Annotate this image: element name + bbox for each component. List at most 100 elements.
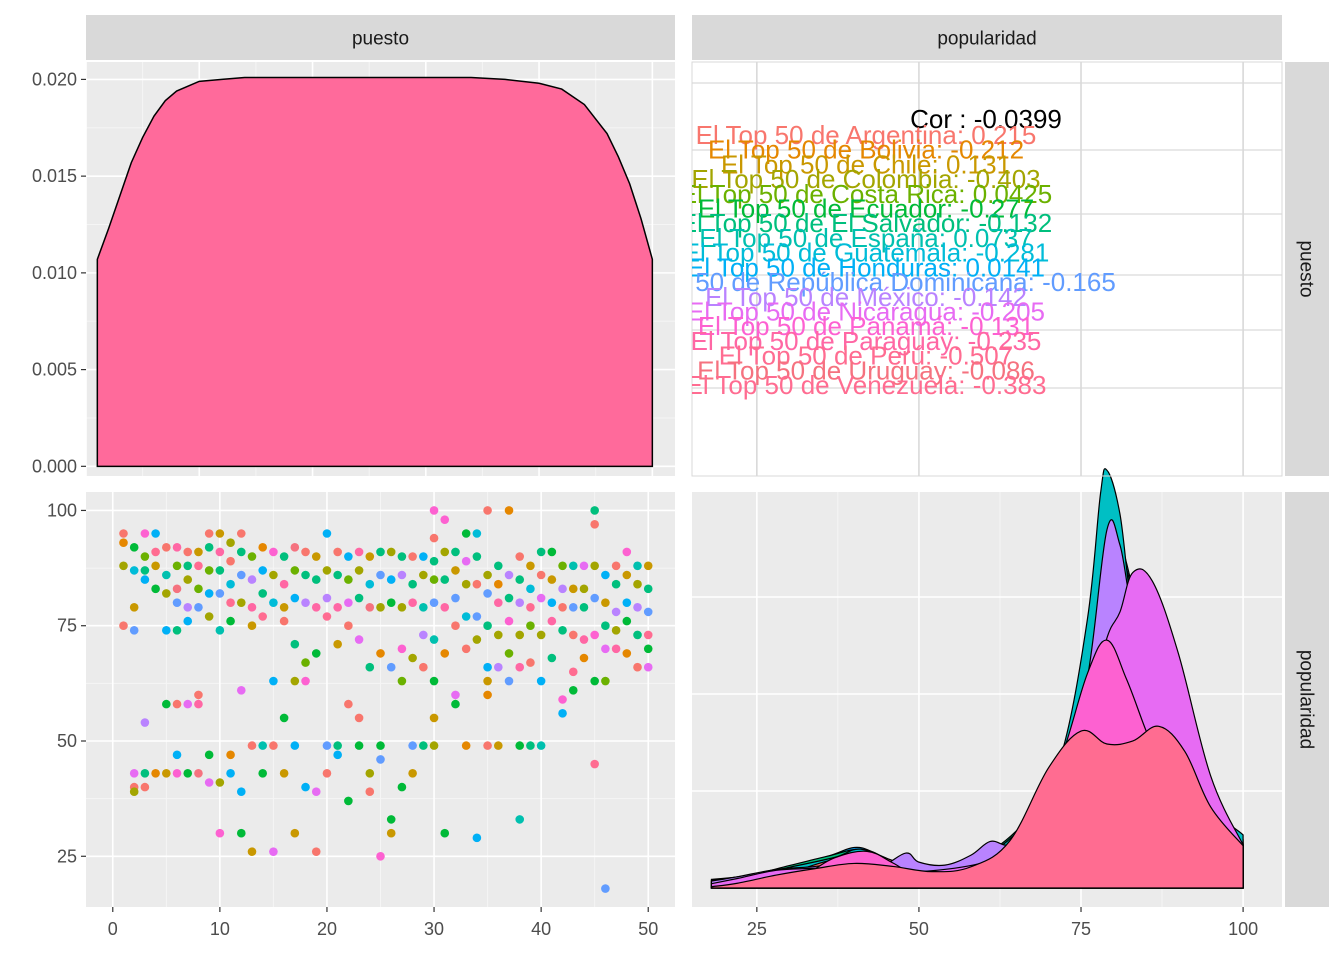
group-correlation: El Top 50 de Guatemala: -0.281 <box>683 238 1050 268</box>
scatter-point <box>194 699 203 709</box>
scatter-point <box>601 621 610 631</box>
scatter-point <box>579 584 589 594</box>
scatter-point <box>579 602 589 612</box>
scatter-point <box>568 602 578 612</box>
scatter-point <box>419 552 428 561</box>
scatter-point <box>568 630 578 640</box>
scatter-point <box>290 741 300 750</box>
scatter-point <box>140 782 150 792</box>
group-correlation: El Top 50 de República Dominicana: -0.16… <box>616 267 1116 297</box>
scatter-point <box>526 561 535 571</box>
scatter-point <box>568 685 578 695</box>
y-tick-label: 0.020 <box>32 69 77 89</box>
scatter-point <box>494 741 503 750</box>
scatter-point <box>129 626 139 635</box>
scatter-point <box>504 570 514 580</box>
scatter-point <box>226 616 235 626</box>
scatter-point <box>194 547 203 557</box>
scatter-point <box>236 529 246 538</box>
scatter-point <box>247 575 257 584</box>
scatter-point <box>194 768 203 778</box>
scatter-point <box>301 547 310 557</box>
scatter-point <box>204 750 214 760</box>
scatter-point <box>547 575 557 584</box>
x-tick-label: 0 <box>108 919 118 939</box>
scatter-point <box>633 602 642 612</box>
scatter-point <box>386 662 396 672</box>
density-popularidad-group <box>692 468 1282 907</box>
scatter-point <box>247 621 257 631</box>
scatter-point <box>483 570 492 580</box>
scatter-point <box>643 662 653 672</box>
scatter-point <box>494 662 503 672</box>
scatter-point <box>633 561 642 571</box>
group-correlation: El Top 50 de Argentina: 0.215 <box>696 120 1037 150</box>
scatter-point <box>397 676 407 686</box>
scatter-point <box>386 598 396 607</box>
scatter-point <box>376 851 385 861</box>
scatter-point <box>483 690 492 700</box>
scatter-point <box>140 575 150 584</box>
scatter-point <box>611 579 621 589</box>
scatter-point <box>440 515 450 524</box>
scatter-point <box>515 815 525 824</box>
scatter-point <box>354 713 364 723</box>
scatter-point <box>236 547 246 557</box>
group-correlation: El Top 50 de Costa Rica: 0.0425 <box>680 179 1052 209</box>
group-correlation: El Top 50 de Chile: 0.131 <box>721 149 1011 179</box>
scatter-point <box>419 602 428 612</box>
scatter-point <box>547 616 557 626</box>
scatter-point <box>279 713 289 723</box>
scatter-point <box>494 561 503 571</box>
scatter-point <box>461 556 471 566</box>
scatter-point <box>526 584 535 594</box>
strip-right-label: puesto <box>1295 240 1316 297</box>
density-puesto-group <box>85 62 675 476</box>
scatter-point <box>269 547 278 557</box>
strip-right-puesto <box>1285 62 1329 476</box>
scatter-point <box>290 566 300 575</box>
scatter-point <box>590 561 599 571</box>
scatter-point <box>215 778 225 787</box>
scatter-point <box>204 612 214 621</box>
scatter-point <box>119 529 128 538</box>
scatter-point <box>236 828 246 838</box>
scatter-point <box>429 713 439 723</box>
scatter-point <box>301 570 310 580</box>
scatter-point <box>204 529 214 538</box>
scatter-point <box>461 529 471 538</box>
x-tick-label: 20 <box>317 919 337 939</box>
scatter-point <box>215 626 225 635</box>
scatter-point <box>311 552 321 561</box>
scatter-point <box>601 644 610 654</box>
scatter-point <box>354 593 364 603</box>
scatter-point <box>472 635 482 644</box>
scatter-point <box>536 547 546 557</box>
group-correlation: El Top 50 de Nicaragua: -0.205 <box>687 296 1045 326</box>
scatter-point <box>354 741 364 750</box>
group-correlation: El Top 50 de Panamá: -0.131 <box>698 311 1034 341</box>
scatter-point <box>408 552 417 561</box>
scatter-point <box>622 547 632 557</box>
x-tick-label: 75 <box>1071 919 1091 939</box>
scatter-point <box>483 662 492 672</box>
scatter-point <box>119 561 128 571</box>
scatter-point <box>344 621 353 631</box>
scatter-point <box>162 570 171 580</box>
scatter-point <box>504 506 514 515</box>
scatter-point <box>151 584 160 594</box>
scatter-point <box>590 630 599 640</box>
correlation-panel <box>692 62 1282 476</box>
scatter-point <box>269 570 278 580</box>
scatter-point <box>397 782 407 792</box>
scatter-point <box>365 602 375 612</box>
scatter-point <box>429 598 439 607</box>
scatter-point <box>247 552 257 561</box>
x-tick-label: 100 <box>1228 919 1258 939</box>
scatter-point <box>140 529 150 538</box>
scatter-point <box>397 644 407 654</box>
scatter-point <box>376 570 385 580</box>
scatter-point <box>451 699 460 709</box>
scatter-point <box>472 579 482 589</box>
